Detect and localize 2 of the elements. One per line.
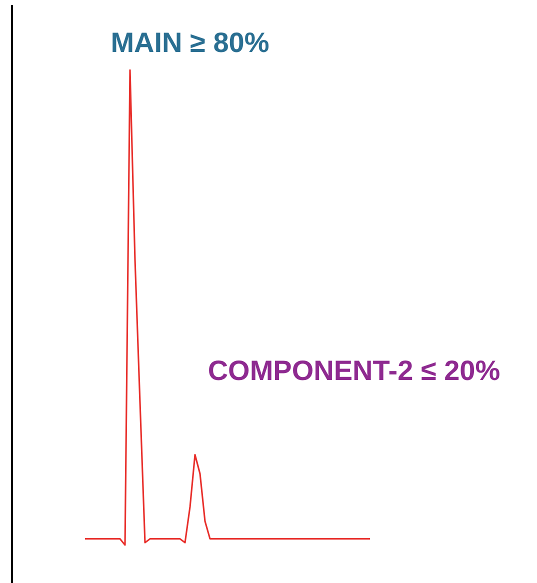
annotation: COMPONENT-2 ≤ 20% (208, 355, 500, 386)
text: MAIN ≥ 80% (110, 27, 270, 58)
